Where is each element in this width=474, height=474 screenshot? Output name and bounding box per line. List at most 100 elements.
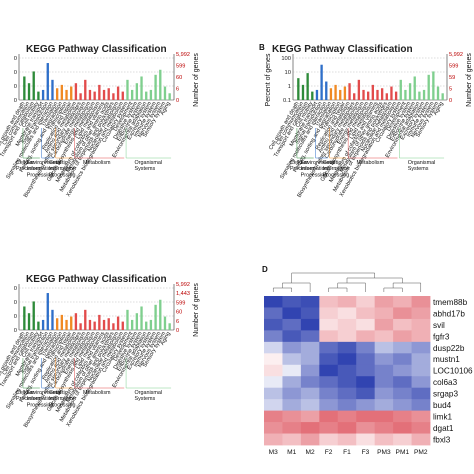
bar — [376, 89, 379, 100]
group-label: Metabolism — [83, 390, 111, 396]
heatmap-cell — [319, 296, 339, 308]
dendrogram-branch — [383, 287, 403, 292]
heatmap-cell — [264, 410, 283, 423]
bar — [41, 89, 45, 100]
heatmap-cell — [282, 364, 302, 377]
group-bracket — [41, 128, 54, 159]
heatmap-cell — [337, 330, 357, 343]
heatmap-cell — [393, 296, 412, 308]
heatmap-cell — [264, 307, 283, 320]
left-tick-label: 0 — [14, 98, 17, 104]
bar — [135, 313, 139, 330]
row-label: tmem88b — [433, 298, 468, 307]
left-tick-label: 0 — [14, 84, 17, 90]
bar — [70, 316, 73, 330]
bar — [126, 309, 129, 330]
group-bracket — [74, 128, 125, 159]
group-label-line: Genetic — [49, 390, 68, 396]
group-label-line: Processing — [301, 172, 328, 178]
heatmap-cell — [356, 399, 376, 412]
group-bracket — [55, 358, 73, 389]
group-label: Metabolism — [357, 160, 385, 166]
left-tick-label: 0 — [14, 328, 17, 334]
heatmap-cell — [319, 399, 339, 412]
row-label: bud4 — [433, 401, 452, 410]
bar — [380, 88, 384, 100]
heatmap-cell — [264, 376, 283, 389]
group-label-line: Organismal — [135, 390, 163, 396]
heatmap-cell — [337, 376, 357, 389]
heatmap-cell — [411, 330, 431, 343]
group-label-line: Processes — [290, 166, 315, 172]
bar — [371, 84, 374, 100]
heatmap-cell — [411, 422, 431, 434]
heatmap-cell — [319, 353, 339, 366]
heatmap-cell — [319, 433, 339, 446]
heatmap-cell — [356, 376, 376, 389]
heatmap-cell — [300, 376, 320, 389]
group-label-line: Environmental — [301, 160, 335, 166]
bar — [88, 89, 92, 100]
heatmap-cell — [356, 353, 376, 366]
bar — [79, 323, 82, 330]
bar — [102, 319, 106, 330]
bar — [74, 313, 78, 330]
group-bracket — [125, 128, 172, 159]
group-label-line: Information — [49, 396, 76, 402]
bar — [37, 91, 40, 100]
bar — [32, 301, 35, 330]
column-label: F3 — [362, 449, 370, 456]
group-label-line: Environmental — [27, 160, 61, 166]
heatmap-cell — [374, 296, 394, 308]
bar — [413, 76, 416, 100]
group-label: Environmental Information Processing — [27, 160, 61, 178]
group-label-line: Genetic — [49, 160, 68, 166]
heatmap-cell — [319, 318, 339, 331]
heatmap-cell — [264, 399, 283, 412]
bar — [348, 83, 351, 100]
group-label: Organismal Systems — [135, 160, 163, 172]
column-label: M3 — [269, 449, 278, 456]
group-bracket — [125, 358, 172, 389]
bar — [306, 73, 309, 100]
right-tick-label: 60 — [176, 75, 182, 81]
dendrogram-branch — [337, 282, 366, 292]
group-label-line: Information — [323, 166, 350, 172]
heatmap-cell — [411, 376, 431, 389]
heatmap-cell — [393, 353, 412, 366]
group-label-line: Metabolism — [83, 160, 111, 166]
heatmap-cell — [264, 422, 283, 434]
heatmap-cell — [282, 399, 302, 412]
heatmap-cell — [300, 330, 320, 343]
bar — [60, 84, 64, 100]
heatmap-cell — [411, 307, 431, 320]
group-label-line: Processing — [49, 402, 76, 408]
row-label: dusp22b — [433, 344, 465, 353]
bar — [130, 319, 134, 330]
bar — [27, 313, 31, 330]
column-label: M2 — [306, 449, 315, 456]
heatmap-cell — [411, 399, 431, 412]
heatmap-cell — [393, 399, 412, 412]
heatmap-cell — [282, 341, 302, 354]
bar — [32, 71, 35, 100]
chart-title: KEGG Pathway Classification — [272, 44, 413, 55]
right-tick-label: 59 — [449, 75, 455, 81]
group-label-line: Processes — [16, 396, 41, 402]
bar — [399, 79, 402, 100]
bar — [135, 83, 139, 100]
heatmap-cell — [264, 353, 283, 366]
bar — [418, 91, 421, 100]
group-label-line: Genetic — [323, 160, 342, 166]
column-label: PM1 — [396, 449, 410, 456]
heatmap-cell — [356, 410, 376, 423]
bar — [126, 79, 129, 100]
dendrogram-branch — [346, 277, 403, 283]
heatmap-cell — [374, 433, 394, 446]
heatmap-cell — [337, 318, 357, 331]
group-label-line: Processing — [27, 402, 54, 408]
heatmap-cell — [337, 364, 357, 377]
group-label-line: Cellular — [290, 160, 308, 166]
group-label-line: Processing — [27, 172, 54, 178]
group-label-line: Information — [27, 166, 54, 172]
